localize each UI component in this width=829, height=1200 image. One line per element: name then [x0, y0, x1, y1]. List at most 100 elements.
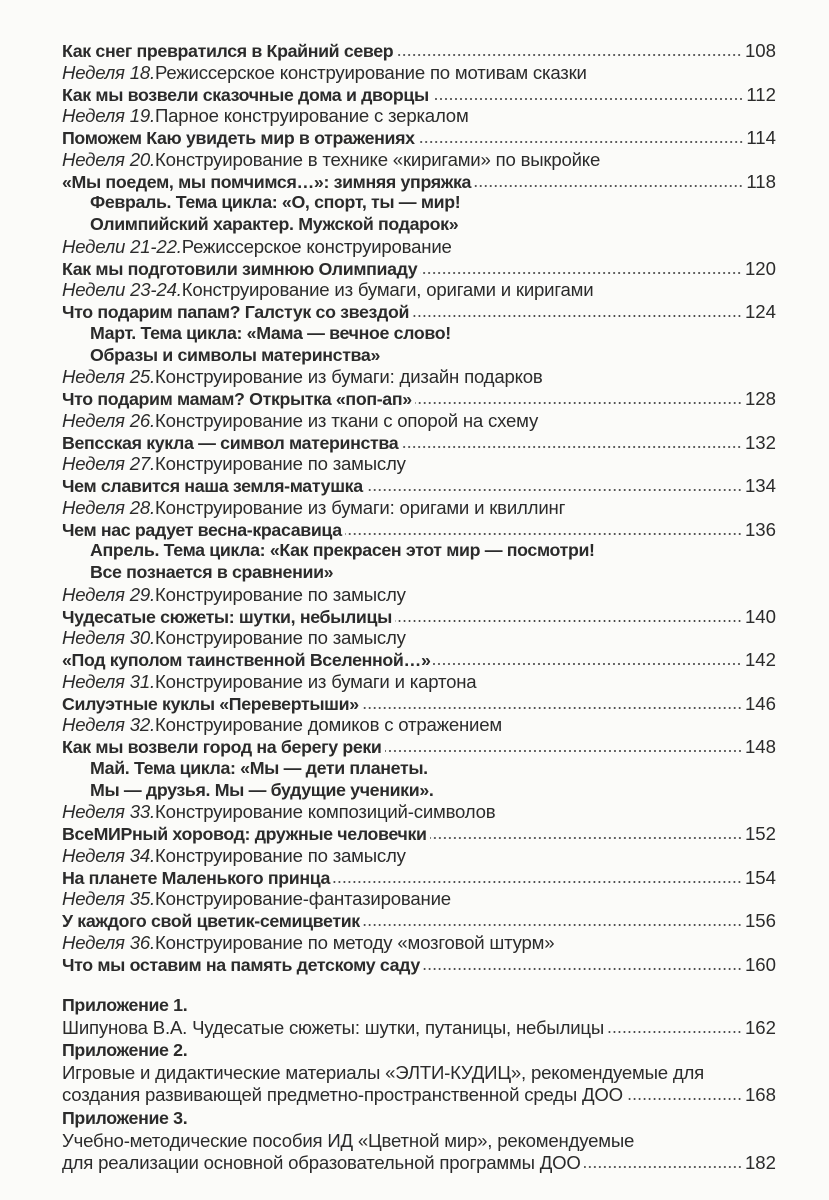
cycle-heading: Март. Тема цикла: «Мама — вечное слово! — [62, 323, 776, 345]
entry-title: «Мы поедем, мы помчимся…»: зимняя упряжк… — [62, 171, 472, 192]
week-label: Неделя 26. — [62, 409, 155, 431]
cycle-heading: Май. Тема цикла: «Мы — дети планеты. — [62, 758, 776, 780]
dot-leader — [422, 966, 742, 971]
dot-leader — [414, 401, 742, 405]
week-label: Неделя 33. — [62, 801, 155, 823]
page-number: 146 — [744, 692, 776, 714]
entry-title: Конструирование из бумаги, оригами и кир… — [181, 279, 594, 301]
dot-leader — [412, 314, 742, 318]
cycle-heading: Апрель. Тема цикла: «Как прекрасен этот … — [62, 540, 776, 562]
week-label: Неделя 35. — [62, 888, 155, 910]
entry-title: Конструирование по замыслу — [155, 627, 406, 649]
dot-leader — [420, 270, 742, 275]
dot-leader — [433, 662, 742, 666]
week-label: Неделя 18. — [62, 61, 155, 83]
page-number: 152 — [744, 823, 776, 844]
toc-entry: У каждого свой цветик-семицветик 156 — [62, 910, 776, 932]
page-number: 140 — [744, 605, 776, 627]
dot-leader — [474, 183, 744, 188]
entry-title: Приложение 1. — [62, 995, 188, 1015]
week-description: Неделя 20. Конструирование в технике «ки… — [62, 149, 776, 171]
dot-leader — [361, 705, 742, 710]
entry-title: Конструирование из ткани с опорой на схе… — [155, 409, 539, 431]
entry-title: Образы и символы материнства» — [90, 344, 380, 365]
entry-title: На планете Маленького принца — [62, 867, 331, 888]
week-label: Неделя 36. — [62, 931, 155, 953]
toc-entry: Как снег превратился в Крайний север 108 — [62, 40, 776, 62]
dot-leader — [333, 879, 742, 884]
page-number: 120 — [744, 257, 776, 279]
toc-entry: Как мы подготовили зимнюю Олимпиаду 120 — [62, 258, 776, 280]
entry-title: Конструирование-фантазирование — [155, 888, 451, 910]
toc-entry: Игровые и дидактические материалы «ЭЛТИ-… — [62, 1062, 776, 1085]
entry-title: Как мы возвели сказочные дома и дворцы — [62, 84, 429, 105]
cycle-heading: Все познается в сравнении» — [62, 562, 776, 584]
week-label: Неделя 19. — [62, 105, 155, 127]
entry-title: Апрель. Тема цикла: «Как прекрасен этот … — [90, 540, 595, 561]
toc-entry: создания развивающей предметно-пространс… — [62, 1084, 776, 1107]
dot-leader — [431, 96, 744, 101]
cycle-heading: Февраль. Тема цикла: «О, спорт, ты — мир… — [62, 192, 776, 214]
entry-title: «Под куполом таинственной Вселенной…» — [62, 650, 431, 670]
week-description: Неделя 19. Парное конструирование с зерк… — [62, 105, 776, 127]
appendix-heading: Приложение 2. — [62, 1039, 776, 1062]
page-number: 132 — [744, 431, 776, 453]
entry-title: Конструирование из бумаги: оригами и кви… — [155, 496, 566, 518]
week-label: Неделя 28. — [62, 496, 155, 518]
entry-title: Все познается в сравнении» — [90, 562, 334, 582]
toc-entry: Что мы оставим на память детскому саду 16… — [62, 954, 776, 976]
page-number: 162 — [744, 1016, 776, 1038]
page-number: 136 — [744, 518, 776, 540]
page-number: 142 — [744, 649, 776, 670]
toc-entry: ВсеМИРный хоровод: дружные человечки 152 — [62, 823, 776, 845]
dot-leader — [583, 1165, 742, 1170]
week-description: Неделя 28. Конструирование из бумаги: ор… — [62, 497, 776, 519]
toc-entry: Чем славится наша земля-матушка 134 — [62, 475, 776, 497]
entry-title: Чудесатые сюжеты: шутки, небылицы — [62, 606, 392, 627]
table-of-contents: Как снег превратился в Крайний север 108 Н… — [62, 40, 776, 975]
toc-entry: Чем нас радует весна-красавица 136 — [62, 519, 776, 541]
entry-title: Май. Тема цикла: «Мы — дети планеты. — [90, 757, 428, 778]
entry-title: Учебно-методические пособия ИД «Цветной … — [62, 1129, 635, 1151]
entry-title: Чем нас радует весна-красавица — [62, 519, 342, 540]
entry-title: Конструирование по замыслу — [155, 844, 406, 866]
week-label: Неделя 20. — [62, 148, 155, 170]
appendices-list: Приложение 1. Шипунова В.А. Чудесатые сюж… — [62, 994, 776, 1175]
page-number: 112 — [746, 83, 776, 105]
toc-entry: Что подарим папам? Галстук со звездой 124 — [62, 301, 776, 323]
week-label: Неделя 31. — [62, 670, 155, 692]
cycle-heading: Образы и символы материнства» — [62, 345, 776, 367]
entry-title: Что подарим папам? Галстук со звездой — [62, 302, 410, 322]
page-number: 134 — [744, 475, 776, 496]
page-number: 108 — [744, 40, 776, 61]
toc-entry: Поможем Каю увидеть мир в отражениях 114 — [62, 127, 776, 149]
entry-title: Как мы подготовили зимнюю Олимпиаду — [62, 258, 418, 279]
dot-leader — [365, 488, 742, 492]
entry-title: Конструирование домиков с отражением — [155, 714, 502, 736]
page-number: 148 — [744, 736, 776, 757]
week-description: Неделя 36. Конструирование по методу «мо… — [62, 932, 776, 954]
entry-title: Олимпийский характер. Мужской подарок» — [90, 214, 459, 234]
entry-title: Как снег превратился в Крайний север — [62, 41, 394, 61]
entry-title: Конструирование композиций-символов — [155, 801, 496, 823]
entry-title: Приложение 3. — [62, 1107, 188, 1128]
entry-title: Февраль. Тема цикла: «О, спорт, ты — мир… — [90, 192, 461, 213]
entry-title: Что мы оставим на память детскому саду — [62, 954, 420, 975]
week-label: Неделя 32. — [62, 714, 155, 736]
cycle-heading: Олимпийский характер. Мужской подарок» — [62, 214, 776, 236]
toc-entry: Силуэтные куклы «Перевертыши» 146 — [62, 693, 776, 715]
page-number: 128 — [744, 388, 776, 409]
entry-title: Как мы возвели город на берегу реки — [62, 737, 382, 757]
dot-leader — [401, 444, 742, 449]
week-label: Неделя 30. — [62, 627, 155, 649]
dot-leader — [417, 140, 744, 144]
appendix-heading: Приложение 3. — [62, 1107, 776, 1130]
week-description: Неделя 34. Конструирование по замыслу — [62, 845, 776, 867]
entry-title: У каждого свой цветик-семицветик — [62, 911, 360, 931]
toc-entry: Что подарим мамам? Открытка «поп-ап» 128 — [62, 388, 776, 410]
week-description: Недели 23-24. Конструирование из бумаги,… — [62, 279, 776, 301]
week-description: Неделя 25. Конструирование из бумаги: ди… — [62, 366, 776, 388]
week-description: Неделя 32. Конструирование домиков с отр… — [62, 714, 776, 736]
entry-title: Конструирование из бумаги и картона — [155, 670, 477, 692]
dot-leader — [396, 53, 742, 57]
